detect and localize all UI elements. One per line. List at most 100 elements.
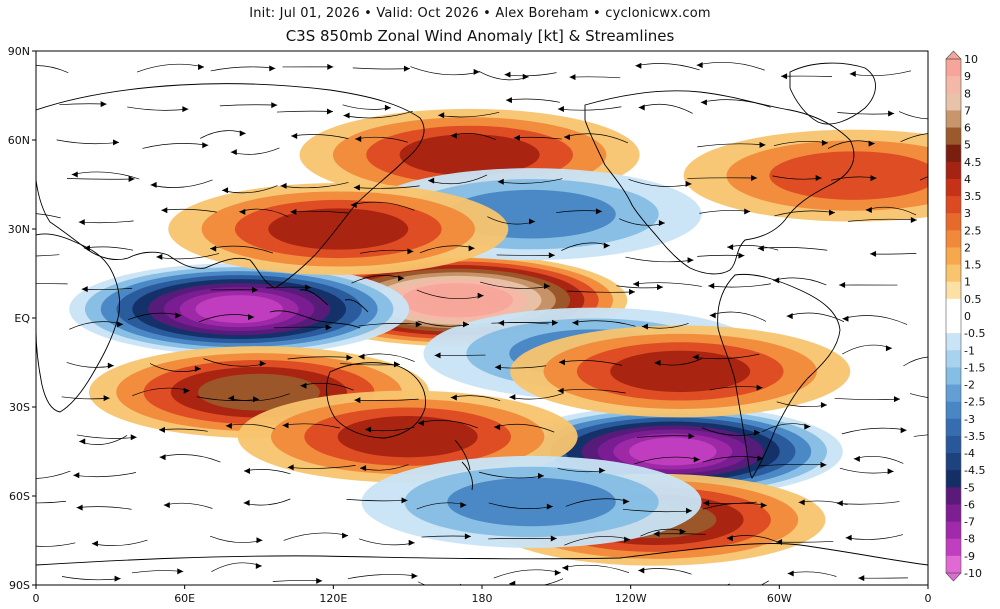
streamline-arrow: [450, 394, 457, 401]
streamline-arrow: [346, 354, 353, 361]
streamline-arrow: [401, 497, 408, 504]
streamline-arrow: [0, 212, 3, 218]
colorbar-bin: [946, 487, 961, 505]
colorbar-bin: [946, 555, 961, 574]
colorbar-label: -5: [964, 481, 975, 494]
streamline-arrow: [384, 104, 391, 111]
colorbar-label: -10: [964, 567, 982, 580]
streamline-arrow: [595, 208, 602, 215]
streamline-arrow: [821, 139, 828, 146]
streamline-arrow: [128, 176, 135, 183]
streamline: [898, 111, 928, 120]
streamline-arrow: [888, 110, 895, 117]
colorbar-label: -2.5: [964, 396, 985, 409]
streamline-arrow: [688, 433, 695, 440]
streamline-arrow: [599, 467, 606, 474]
streamline: [834, 398, 901, 400]
streamline: [136, 63, 205, 73]
colorbar-bin: [946, 350, 961, 368]
streamline-arrow: [738, 252, 745, 259]
anomaly-indian-ocean-easterly: [69, 263, 410, 356]
y-tick-label: 60N: [8, 134, 30, 147]
streamline-arrow: [845, 534, 852, 541]
streamline: [416, 289, 484, 299]
streamline-arrow: [820, 461, 827, 468]
south-america-outline: [717, 273, 841, 479]
streamline: [36, 500, 66, 504]
streamline-arrow: [117, 321, 124, 328]
colorbar-bin: [946, 247, 961, 266]
streamline-arrow: [464, 533, 471, 540]
streamline-arrow: [353, 184, 360, 191]
colorbar-bin: [946, 538, 961, 557]
x-tick-label: 60W: [767, 592, 792, 605]
streamline-arrow: [703, 500, 710, 507]
colorbar-label: -8: [964, 533, 975, 546]
y-axis: 90N 60N 30N EQ 30S 60S 90S: [8, 45, 36, 592]
streamline-arrow: [692, 354, 699, 361]
streamline-arrow: [798, 499, 805, 506]
streamline-arrow: [505, 97, 512, 104]
streamline-arrow: [708, 282, 715, 289]
streamline-arrow: [259, 360, 266, 367]
streamline-arrow: [183, 387, 190, 394]
colorbar-label: -2: [964, 379, 975, 392]
map-subtitle: Init: Jul 01, 2026 • Valid: Oct 2026 • A…: [249, 6, 711, 21]
colorbar-label: 0.5: [964, 293, 982, 306]
streamline-arrow: [554, 569, 561, 576]
streamline: [66, 178, 135, 180]
colorbar-bin: [946, 384, 961, 403]
streamline-arrow: [757, 455, 764, 462]
streamline-arrow: [360, 465, 367, 472]
streamline-arrow: [114, 575, 121, 582]
x-axis: 0 60E 120E 180 120W 60W 0: [33, 585, 932, 605]
streamline-arrow: [175, 312, 182, 319]
colorbar-label: 2.5: [964, 224, 982, 237]
streamline: [622, 508, 693, 513]
streamline-arrow: [623, 498, 630, 505]
streamline-arrow: [629, 288, 636, 295]
streamline-arrow: [342, 532, 349, 539]
colorbar-bin: [946, 281, 961, 300]
x-tick-label: 0: [925, 592, 932, 605]
streamline-arrow: [225, 422, 232, 429]
streamline-arrow: [550, 535, 557, 542]
streamline: [700, 99, 771, 108]
streamline-arrow: [290, 208, 297, 215]
streamline-arrow: [107, 362, 114, 369]
colorbar-label: 1.5: [964, 259, 982, 272]
streamline-arrow: [839, 282, 846, 289]
streamline: [36, 65, 69, 74]
streamline-arrow: [358, 353, 365, 360]
streamline-arrow: [327, 63, 334, 70]
streamline-arrow: [836, 500, 843, 507]
streamline-arrow: [78, 219, 85, 226]
streamline-arrow: [354, 397, 361, 404]
streamline: [343, 110, 413, 119]
streamline: [909, 393, 928, 398]
anomaly-south-america-westerly: [510, 325, 851, 418]
streamline: [347, 574, 418, 580]
streamline-arrow: [394, 361, 401, 368]
streamline-arrow: [849, 70, 856, 77]
streamline: [142, 143, 209, 149]
streamline-arrow: [603, 242, 610, 249]
streamline-arrow: [759, 141, 766, 148]
colorbar-label: -0.5: [964, 327, 985, 340]
streamline-arrow: [829, 209, 836, 216]
streamline: [280, 182, 349, 189]
colorbar-label: 3: [964, 207, 971, 220]
streamline-arrow: [198, 64, 205, 71]
streamlines: [0, 62, 928, 585]
streamline: [478, 471, 545, 479]
streamline-arrow: [562, 564, 569, 571]
streamline: [841, 427, 907, 435]
streamline-arrow: [842, 315, 849, 322]
streamline-arrow: [73, 472, 80, 479]
eurasia-outline: [36, 83, 425, 289]
streamline: [697, 143, 766, 148]
colorbar-label: 9: [964, 70, 971, 83]
maritime-continent-outline: [269, 289, 369, 329]
streamline-arrow: [757, 245, 764, 252]
streamline-arrow: [243, 467, 250, 474]
